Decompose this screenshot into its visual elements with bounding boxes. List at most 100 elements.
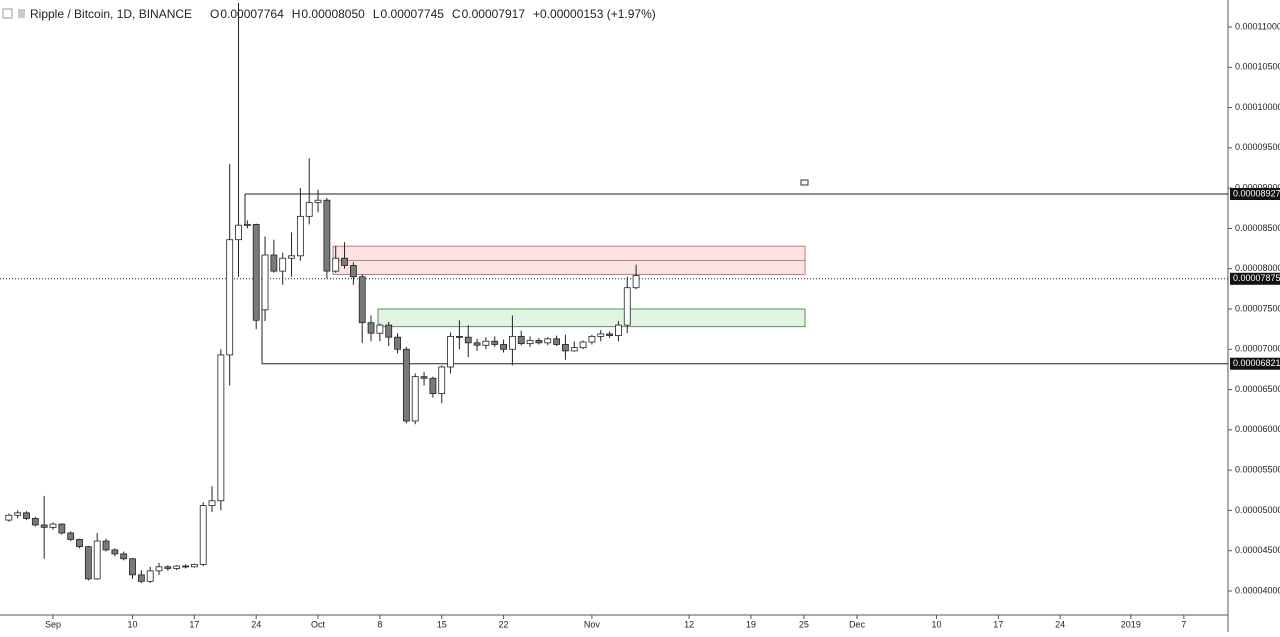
- x-tick-label: 17: [993, 619, 1003, 629]
- candle-body: [190, 564, 198, 568]
- candle-body: [500, 344, 507, 350]
- candle-body: [252, 223, 260, 321]
- candle-body: [473, 342, 481, 346]
- level-badge: [1230, 272, 1280, 285]
- x-tick-label: 24: [1055, 619, 1065, 629]
- candle-body: [447, 335, 454, 368]
- candle-body: [544, 338, 552, 344]
- y-tick-label: 0.00008000: [1235, 263, 1280, 273]
- candle-body: [102, 540, 110, 551]
- flag: [800, 179, 809, 186]
- level-label: 0.00007875: [1233, 273, 1280, 283]
- ohlc-label: H: [292, 7, 301, 21]
- zone: [377, 308, 806, 328]
- candle-body: [120, 553, 128, 560]
- candle-body: [137, 574, 145, 582]
- x-tick-label: 12: [684, 619, 694, 629]
- candle-body: [597, 333, 605, 337]
- candle-body: [155, 566, 163, 572]
- candle-body: [420, 376, 428, 379]
- candle-body: [23, 512, 30, 519]
- candle-body: [570, 347, 578, 352]
- y-tick-label: 0.00004000: [1235, 585, 1280, 595]
- x-tick-label: 17: [189, 619, 199, 629]
- candle-body: [31, 518, 39, 526]
- x-tick-label: 8: [377, 619, 382, 629]
- candle-body: [84, 546, 92, 580]
- header: Ripple / Bitcoin, 1D, BINANCE O 0.0000776…: [2, 7, 656, 21]
- candle-body: [367, 322, 375, 334]
- candle-body: [235, 224, 242, 241]
- candle-body: [455, 335, 463, 338]
- y-tick-label: 0.00007000: [1235, 344, 1280, 354]
- candle-body: [243, 223, 251, 226]
- x-tick-label: 19: [746, 619, 756, 629]
- y-tick-label: 0.00006000: [1235, 424, 1280, 434]
- candle-body: [535, 340, 543, 344]
- candle-body: [553, 338, 560, 345]
- y-tick-label: 0.00008500: [1235, 223, 1280, 233]
- candle-body: [323, 199, 331, 272]
- ohlc-label: L: [373, 7, 380, 21]
- candle-body: [332, 257, 340, 272]
- candle-body: [182, 565, 189, 568]
- candle-body: [411, 376, 419, 422]
- candle-body: [394, 336, 401, 350]
- candle-body: [358, 276, 366, 324]
- x-tick-label: 10: [931, 619, 941, 629]
- candle-body: [562, 344, 569, 352]
- candle-body: [279, 257, 287, 272]
- x-tick-label: 10: [128, 619, 138, 629]
- candle-body: [349, 265, 357, 278]
- ohlc-value: 0.00007917: [462, 7, 526, 21]
- candle-body: [429, 377, 437, 394]
- y-tick-label: 0.00006500: [1235, 384, 1280, 394]
- candle-body: [296, 215, 304, 257]
- chart-title: Ripple / Bitcoin, 1D, BINANCE: [30, 7, 192, 21]
- candle-body: [341, 257, 348, 266]
- y-tick-label: 0.00004500: [1235, 545, 1280, 555]
- x-tick-label: 2019: [1121, 619, 1141, 629]
- y-tick-label: 0.00011000: [1235, 21, 1280, 31]
- zone: [332, 245, 806, 275]
- candle-body: [623, 287, 631, 326]
- candle-body: [111, 549, 119, 555]
- candle-body: [226, 239, 234, 356]
- candle-body: [482, 340, 490, 346]
- candle-body: [164, 566, 172, 569]
- candle-body: [615, 324, 622, 336]
- level-badge: [1230, 188, 1280, 201]
- candle-body: [588, 335, 596, 343]
- candle-body: [76, 539, 83, 548]
- y-tick-label: 0.00010000: [1235, 102, 1280, 112]
- y-tick-label: 0.00009000: [1235, 183, 1280, 193]
- icon[interactable]: [2, 8, 13, 19]
- ohlc-label: C: [452, 7, 461, 21]
- candle-body: [199, 505, 207, 565]
- candle-body: [385, 324, 393, 338]
- ohlc-label: O: [210, 7, 219, 21]
- icon[interactable]: [18, 9, 25, 18]
- x-tick-label: 22: [499, 619, 509, 629]
- candle-body: [464, 336, 472, 344]
- candle-body: [491, 340, 499, 345]
- candle-body: [261, 254, 269, 311]
- level-label: 0.00006821: [1233, 358, 1280, 368]
- level-label: 0.00008927: [1233, 188, 1280, 198]
- level-badge: [1230, 357, 1280, 370]
- candle-body: [288, 255, 295, 259]
- candle-body: [67, 532, 75, 540]
- candle-body: [129, 558, 136, 576]
- y-tick-label: 0.00007500: [1235, 303, 1280, 313]
- candle-body: [438, 366, 446, 394]
- candle-body: [402, 348, 410, 422]
- candle-body: [579, 341, 587, 349]
- x-tick-label: Oct: [311, 619, 326, 629]
- candle-body: [5, 514, 13, 521]
- candle-body: [40, 524, 48, 528]
- change: +0.00000153 (+1.97%): [533, 7, 656, 21]
- y-tick-label: 0.00005000: [1235, 505, 1280, 515]
- y-tick-label: 0.00009500: [1235, 142, 1280, 152]
- y-tick-label: 0.00010500: [1235, 62, 1280, 72]
